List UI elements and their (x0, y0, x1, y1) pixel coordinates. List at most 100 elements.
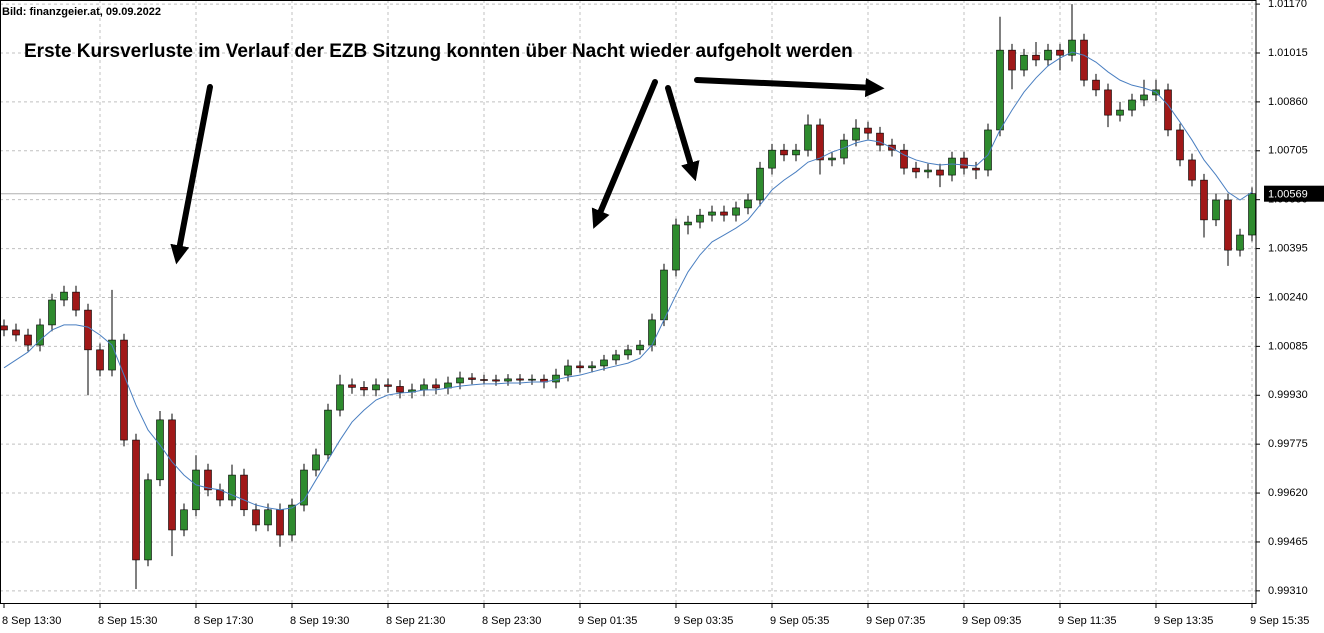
candle-body (504, 378, 512, 382)
y-tick-label: 1.00395 (1268, 242, 1308, 254)
y-tick-label: 0.99620 (1268, 487, 1308, 499)
candle-body (96, 349, 104, 371)
candle-body (144, 479, 152, 561)
arrow (665, 85, 700, 182)
candle-body (60, 291, 68, 301)
candle-body (720, 211, 728, 216)
candle-body (576, 365, 584, 369)
y-tick-label: 0.99310 (1268, 585, 1308, 597)
candle-body (252, 509, 260, 526)
candle-body (72, 291, 80, 311)
candle-body (240, 474, 248, 511)
candle-body (168, 419, 176, 531)
candle-body (1200, 179, 1208, 221)
candle-body (780, 149, 788, 156)
x-tick-label: 9 Sep 03:35 (674, 615, 733, 627)
candle-body (360, 387, 368, 391)
candle-body (1080, 39, 1088, 81)
candle-body (288, 504, 296, 536)
candle-body (1188, 159, 1196, 181)
candle-body (180, 509, 188, 531)
candle-body (744, 199, 752, 209)
candle-body (384, 384, 392, 387)
candle-body (156, 419, 164, 481)
x-tick-label: 9 Sep 01:35 (578, 615, 637, 627)
x-tick-label: 9 Sep 13:35 (1154, 615, 1213, 627)
y-tick-label: 1.01015 (1268, 47, 1308, 59)
y-tick-label: 0.99775 (1268, 438, 1308, 450)
candle-body (1176, 129, 1184, 161)
arrow (694, 77, 885, 98)
chart-title: Erste Kursverluste im Verlauf der EZB Si… (24, 41, 853, 62)
y-tick-label: 0.99930 (1268, 389, 1308, 401)
candle-body (552, 374, 560, 383)
candle-body (900, 149, 908, 169)
candle-body (636, 344, 644, 351)
candle-body (468, 377, 476, 380)
candle-body (588, 365, 596, 369)
candle-body (684, 221, 692, 226)
annotation-arrows (170, 77, 885, 265)
y-tick-label: 1.00705 (1268, 145, 1308, 157)
candle-body (732, 207, 740, 216)
source-label: Bild: finanzgeier.at, 09.09.2022 (2, 6, 161, 18)
x-tick-label: 8 Sep 17:30 (194, 615, 253, 627)
candle-body (516, 378, 524, 381)
y-tick-label: 1.01170 (1268, 0, 1307, 10)
candle-body (336, 384, 344, 411)
candle-body (984, 129, 992, 171)
candle-body (1092, 79, 1100, 91)
candle-body (1224, 199, 1232, 251)
candle-body (1044, 49, 1052, 61)
candle-body (372, 384, 380, 391)
candle-body (960, 157, 968, 169)
candle-body (972, 167, 980, 171)
candle-body (672, 224, 680, 271)
candle-body (192, 469, 200, 511)
candle-body (792, 149, 800, 156)
candle-body (228, 474, 236, 501)
candle-body (804, 124, 812, 151)
candle-body (1140, 94, 1148, 101)
candle-body (648, 319, 656, 346)
candle-body (660, 269, 668, 321)
last-price-box (1264, 185, 1324, 202)
x-tick-label: 9 Sep 09:35 (962, 615, 1021, 627)
candle-body (432, 384, 440, 389)
candle-body (948, 157, 956, 176)
candle-body (1248, 193, 1256, 236)
candle-body (768, 149, 776, 169)
candle-body (876, 132, 884, 146)
candle-body (1032, 54, 1040, 61)
moving-average-line (3, 51, 1253, 511)
candle-body (1164, 89, 1172, 131)
x-tick-label: 8 Sep 21:30 (386, 615, 445, 627)
candle-body (852, 127, 860, 141)
y-tick-label: 1.00085 (1268, 340, 1308, 352)
candle-body (348, 384, 356, 388)
candle-body (0, 325, 8, 331)
arrow (591, 79, 658, 229)
candle-body (84, 309, 92, 351)
y-tick-label: 0.99465 (1268, 536, 1308, 548)
candle-body (996, 49, 1004, 131)
candle-body (1116, 109, 1124, 116)
candle-body (1008, 49, 1016, 71)
x-tick-label: 8 Sep 13:30 (2, 615, 61, 627)
candle-body (264, 509, 272, 526)
x-tick-label: 9 Sep 07:35 (866, 615, 925, 627)
candle-body (1104, 89, 1112, 116)
candle-body (924, 169, 932, 173)
candle-body (936, 169, 944, 176)
x-tick-label: 8 Sep 23:30 (482, 615, 541, 627)
candle-body (828, 157, 836, 161)
candle-body (816, 124, 824, 161)
candle-body (528, 378, 536, 381)
candle-body (1236, 234, 1244, 251)
candle-body (420, 384, 428, 391)
candle-body (36, 324, 44, 346)
x-tick-label: 8 Sep 19:30 (290, 615, 349, 627)
candle-body (456, 377, 464, 384)
candle-body (396, 386, 404, 393)
candle-body (300, 469, 308, 506)
